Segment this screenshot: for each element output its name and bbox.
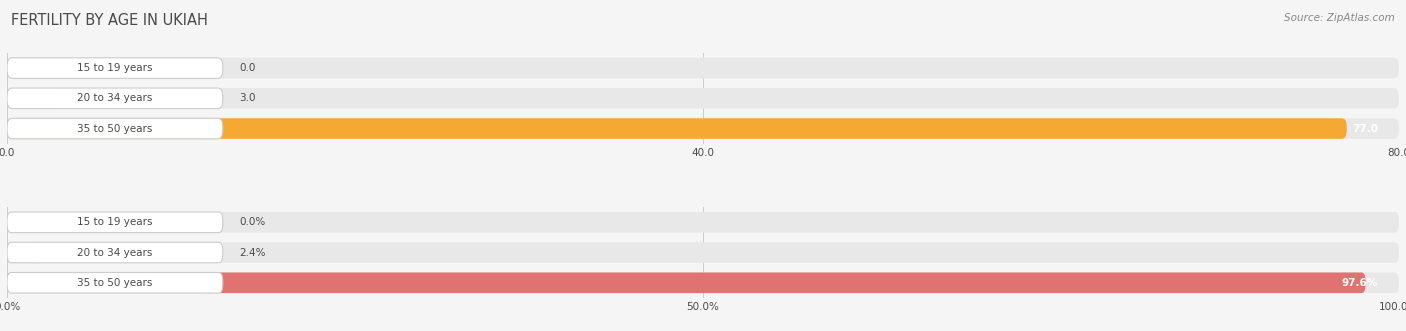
FancyBboxPatch shape [7,118,1347,139]
FancyBboxPatch shape [7,272,222,293]
Text: 97.6%: 97.6% [1341,278,1378,288]
FancyBboxPatch shape [7,88,1399,109]
FancyBboxPatch shape [7,242,222,263]
Text: 15 to 19 years: 15 to 19 years [77,217,153,227]
Text: 20 to 34 years: 20 to 34 years [77,93,153,103]
FancyBboxPatch shape [7,212,1399,233]
FancyBboxPatch shape [7,58,1399,78]
Text: Source: ZipAtlas.com: Source: ZipAtlas.com [1284,13,1395,23]
Text: 2.4%: 2.4% [239,248,266,258]
FancyBboxPatch shape [7,272,1399,293]
Text: 20 to 34 years: 20 to 34 years [77,248,153,258]
Text: 35 to 50 years: 35 to 50 years [77,278,153,288]
Text: 0.0: 0.0 [239,63,256,73]
Text: FERTILITY BY AGE IN UKIAH: FERTILITY BY AGE IN UKIAH [11,13,208,28]
Text: 77.0: 77.0 [1353,123,1378,134]
FancyBboxPatch shape [7,242,41,263]
Text: 3.0: 3.0 [239,93,256,103]
FancyBboxPatch shape [7,242,1399,263]
FancyBboxPatch shape [7,118,1399,139]
FancyBboxPatch shape [7,88,59,109]
Text: 15 to 19 years: 15 to 19 years [77,63,153,73]
Text: 0.0%: 0.0% [239,217,266,227]
FancyBboxPatch shape [7,272,1365,293]
FancyBboxPatch shape [7,118,222,139]
Text: 35 to 50 years: 35 to 50 years [77,123,153,134]
FancyBboxPatch shape [7,58,222,78]
FancyBboxPatch shape [7,88,222,109]
FancyBboxPatch shape [7,212,222,233]
